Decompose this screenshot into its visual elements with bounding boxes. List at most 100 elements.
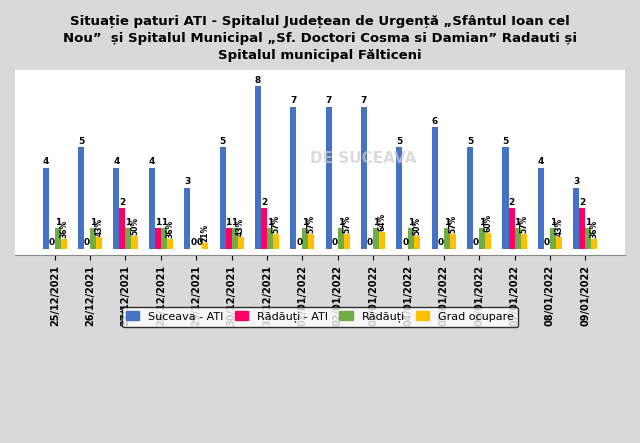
Text: 57%: 57% xyxy=(307,214,316,233)
Bar xyxy=(96,237,102,249)
Text: 1: 1 xyxy=(267,218,273,227)
Text: 2: 2 xyxy=(261,198,267,207)
Text: 57%: 57% xyxy=(342,214,351,233)
Text: 43%: 43% xyxy=(95,218,104,237)
Bar xyxy=(344,234,349,249)
Text: 1: 1 xyxy=(225,218,232,227)
Bar xyxy=(55,229,61,249)
Text: 4: 4 xyxy=(42,157,49,166)
Bar xyxy=(379,232,385,249)
Bar xyxy=(232,229,237,249)
Text: 60%: 60% xyxy=(484,214,493,232)
Text: 57%: 57% xyxy=(519,214,528,233)
Bar xyxy=(467,147,473,249)
Text: 7: 7 xyxy=(361,96,367,105)
Text: 0: 0 xyxy=(190,238,196,247)
Bar xyxy=(167,239,173,249)
Text: 1: 1 xyxy=(232,218,237,227)
Bar xyxy=(585,229,591,249)
Bar xyxy=(479,229,485,249)
Text: 0: 0 xyxy=(367,238,373,247)
Text: 2: 2 xyxy=(579,198,586,207)
Text: 2: 2 xyxy=(508,198,515,207)
Text: 5: 5 xyxy=(78,137,84,146)
Text: 5: 5 xyxy=(396,137,403,146)
Bar xyxy=(220,147,225,249)
Bar xyxy=(520,234,527,249)
Bar xyxy=(90,229,96,249)
Bar xyxy=(78,147,84,249)
Text: 57%: 57% xyxy=(271,214,280,233)
Bar xyxy=(267,229,273,249)
Bar xyxy=(261,208,267,249)
Bar xyxy=(509,208,515,249)
Bar xyxy=(237,237,244,249)
Bar xyxy=(326,107,332,249)
Bar xyxy=(184,188,190,249)
Text: 36%: 36% xyxy=(590,220,599,238)
Text: 4: 4 xyxy=(113,157,120,166)
Bar xyxy=(373,229,379,249)
Bar xyxy=(573,188,579,249)
Bar xyxy=(550,229,556,249)
Bar xyxy=(61,239,67,249)
Bar xyxy=(515,229,520,249)
Bar xyxy=(273,234,279,249)
Text: 7: 7 xyxy=(326,96,332,105)
Text: 1: 1 xyxy=(585,218,591,227)
Bar xyxy=(302,229,308,249)
Bar xyxy=(444,229,450,249)
Text: 1: 1 xyxy=(155,218,161,227)
Text: 1: 1 xyxy=(161,218,167,227)
Bar xyxy=(432,127,438,249)
Text: 2: 2 xyxy=(119,198,125,207)
Text: 3: 3 xyxy=(184,178,190,187)
Text: 1: 1 xyxy=(479,218,485,227)
Bar xyxy=(502,147,509,249)
Text: DE SUCEAVA: DE SUCEAVA xyxy=(310,152,416,166)
Bar xyxy=(396,147,403,249)
Text: 1: 1 xyxy=(373,218,379,227)
Bar xyxy=(131,236,138,249)
Text: 6: 6 xyxy=(431,117,438,125)
Text: 50%: 50% xyxy=(413,217,422,234)
Text: 0: 0 xyxy=(84,238,90,247)
Text: 1: 1 xyxy=(302,218,308,227)
Bar xyxy=(485,233,491,249)
Text: 0: 0 xyxy=(296,238,302,247)
Text: 43%: 43% xyxy=(236,218,245,237)
Text: 1: 1 xyxy=(550,218,556,227)
Bar xyxy=(538,167,544,249)
Text: 7: 7 xyxy=(290,96,296,105)
Text: 4: 4 xyxy=(148,157,155,166)
Bar xyxy=(125,229,131,249)
Text: 0: 0 xyxy=(196,238,202,247)
Bar xyxy=(155,229,161,249)
Text: 0: 0 xyxy=(332,238,338,247)
Text: 5: 5 xyxy=(220,137,226,146)
Bar xyxy=(415,236,420,249)
Text: 0: 0 xyxy=(403,238,408,247)
Bar xyxy=(291,107,296,249)
Text: 8: 8 xyxy=(255,76,261,85)
Bar xyxy=(556,237,562,249)
Bar xyxy=(408,229,415,249)
Bar xyxy=(202,243,208,249)
Bar xyxy=(450,234,456,249)
Bar xyxy=(255,86,261,249)
Bar xyxy=(120,208,125,249)
Bar xyxy=(225,229,232,249)
Text: 1: 1 xyxy=(54,218,61,227)
Text: 1: 1 xyxy=(125,218,132,227)
Text: 0: 0 xyxy=(438,238,444,247)
Bar xyxy=(591,239,597,249)
Bar xyxy=(43,167,49,249)
Title: Situație paturi ATI - Spitalul Județean de Urgență „Sfântul Ioan cel
Nou”  și Sp: Situație paturi ATI - Spitalul Județean … xyxy=(63,15,577,62)
Text: 1: 1 xyxy=(515,218,521,227)
Text: 3: 3 xyxy=(573,178,579,187)
Text: 0: 0 xyxy=(49,238,55,247)
Text: 36%: 36% xyxy=(165,220,174,238)
Legend: Suceava - ATI, Rădăuți - ATI, Rădăuți, Grad ocupare: Suceava - ATI, Rădăuți - ATI, Rădăuți, G… xyxy=(122,307,518,327)
Bar xyxy=(308,234,314,249)
Bar xyxy=(338,229,344,249)
